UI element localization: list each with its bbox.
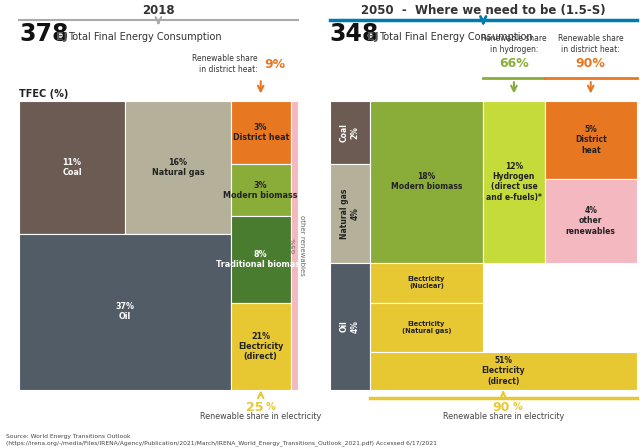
Bar bbox=[231, 164, 291, 216]
Text: 4%
other
renewables: 4% other renewables bbox=[566, 206, 616, 236]
Text: Natural gas
4%: Natural gas 4% bbox=[340, 188, 359, 239]
Text: Renewable share
in district heat:: Renewable share in district heat: bbox=[192, 54, 257, 74]
Text: Electricity
(Nuclear): Electricity (Nuclear) bbox=[408, 276, 445, 289]
Text: 9%: 9% bbox=[264, 57, 285, 71]
Text: 25: 25 bbox=[246, 401, 264, 414]
Text: 18%
Modern biomass: 18% Modern biomass bbox=[390, 172, 462, 191]
Text: 5%
District
heat: 5% District heat bbox=[575, 125, 607, 155]
Bar bbox=[19, 101, 125, 234]
Text: %: % bbox=[513, 402, 522, 412]
Text: 0.5%: 0.5% bbox=[292, 237, 296, 253]
Text: other renewables: other renewables bbox=[299, 215, 305, 276]
Bar bbox=[369, 101, 483, 263]
Text: 66%: 66% bbox=[499, 57, 529, 70]
Text: Renewable share in electricity: Renewable share in electricity bbox=[200, 412, 321, 421]
Text: Renewable share
in hydrogen:: Renewable share in hydrogen: bbox=[481, 34, 547, 54]
Bar bbox=[330, 263, 369, 390]
Bar bbox=[125, 101, 231, 234]
Text: Source: World Energy Transitions Outlook
(https://irena.org/-/media/Files/IRENA/: Source: World Energy Transitions Outlook… bbox=[6, 434, 437, 446]
Text: 378: 378 bbox=[19, 22, 68, 46]
Bar bbox=[369, 303, 483, 352]
Text: 3%
Modern biomass: 3% Modern biomass bbox=[223, 181, 298, 200]
Text: Renewable share
in district heat:: Renewable share in district heat: bbox=[558, 34, 623, 54]
Text: EJ: EJ bbox=[56, 32, 68, 42]
Text: 21%
Electricity
(direct): 21% Electricity (direct) bbox=[238, 332, 284, 362]
Bar bbox=[545, 101, 637, 179]
Bar bbox=[369, 352, 637, 390]
Text: 3%
District heat: 3% District heat bbox=[232, 123, 289, 142]
Text: 37%
Oil: 37% Oil bbox=[115, 302, 134, 322]
Text: 2018: 2018 bbox=[142, 4, 175, 17]
Text: Renewable share in electricity: Renewable share in electricity bbox=[442, 412, 564, 421]
Text: Total Final Energy Consumption: Total Final Energy Consumption bbox=[68, 32, 222, 42]
Bar bbox=[291, 101, 298, 390]
Bar bbox=[483, 101, 545, 263]
Text: Coal
2%: Coal 2% bbox=[340, 123, 359, 142]
Text: Oil
4%: Oil 4% bbox=[340, 320, 359, 332]
Bar bbox=[231, 101, 291, 164]
Text: Total Final Energy Consumption: Total Final Energy Consumption bbox=[379, 32, 532, 42]
Text: 90%: 90% bbox=[576, 57, 605, 70]
Text: 51%
Electricity
(direct): 51% Electricity (direct) bbox=[481, 356, 525, 386]
Text: 8%
Traditional biomass: 8% Traditional biomass bbox=[216, 250, 305, 269]
Text: 348: 348 bbox=[330, 22, 379, 46]
Text: TFEC (%): TFEC (%) bbox=[19, 90, 68, 99]
Bar bbox=[19, 234, 231, 390]
Bar bbox=[369, 263, 483, 303]
Text: 90: 90 bbox=[492, 401, 509, 414]
Bar bbox=[231, 216, 291, 303]
Bar bbox=[231, 303, 291, 390]
Bar bbox=[545, 179, 637, 263]
Text: Electricity
(Natural gas): Electricity (Natural gas) bbox=[402, 321, 451, 334]
Text: 16%
Natural gas: 16% Natural gas bbox=[152, 158, 204, 177]
Text: 11%
Coal: 11% Coal bbox=[62, 158, 82, 177]
Text: EJ: EJ bbox=[367, 32, 378, 42]
Text: 12%
Hydrogen
(direct use
and e-fuels)*: 12% Hydrogen (direct use and e-fuels)* bbox=[486, 162, 542, 202]
Bar bbox=[330, 101, 369, 164]
Bar bbox=[330, 164, 369, 263]
Text: %: % bbox=[266, 402, 276, 412]
Text: 2050  -  Where we need to be (1.5-S): 2050 - Where we need to be (1.5-S) bbox=[361, 4, 605, 17]
